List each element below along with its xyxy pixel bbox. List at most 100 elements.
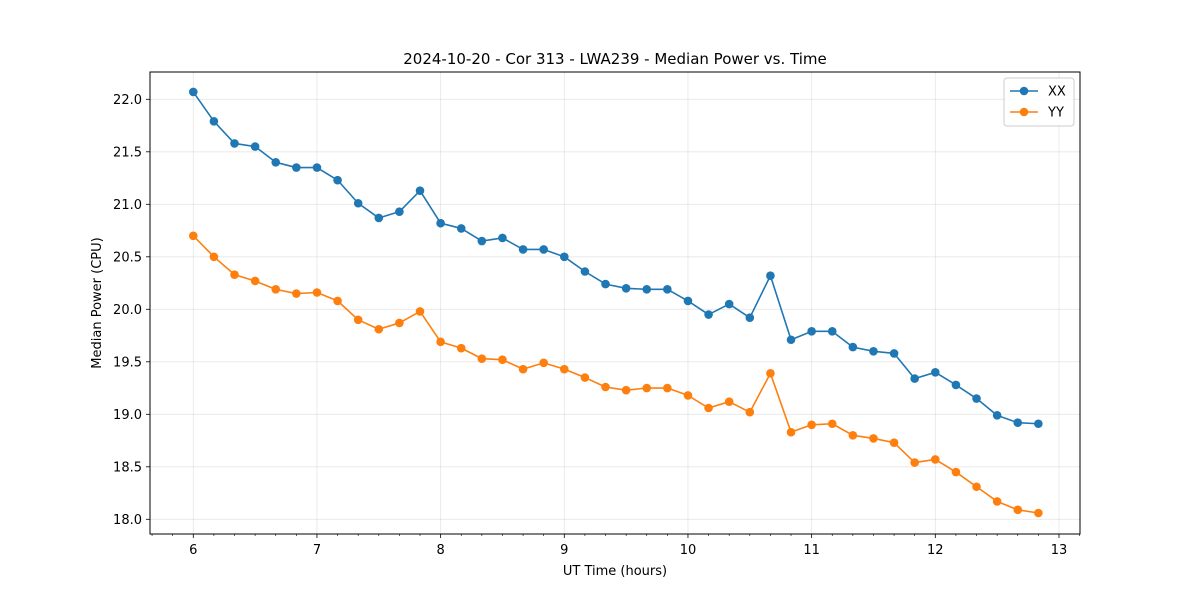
data-point-xx <box>766 271 775 281</box>
x-tick-label: 7 <box>313 543 321 558</box>
data-point-yy <box>230 270 239 279</box>
data-point-yy <box>869 434 878 443</box>
data-point-yy <box>333 296 342 306</box>
data-point-yy <box>601 382 610 392</box>
data-point-yy <box>498 355 507 365</box>
data-point-xx <box>271 158 281 167</box>
data-point-yy <box>539 358 548 368</box>
series-xx <box>188 87 1043 429</box>
data-point-xx <box>951 380 961 390</box>
y-tick-label: 19.5 <box>113 355 142 370</box>
data-point-xx <box>1013 418 1023 428</box>
data-point-yy <box>848 431 858 440</box>
data-point-yy <box>395 318 404 328</box>
data-point-yy <box>292 289 301 298</box>
legend-label-xx: XX <box>1048 85 1066 100</box>
data-point-xx <box>621 284 631 293</box>
data-point-xx <box>188 87 198 97</box>
grid-layer <box>150 72 1080 534</box>
data-point-yy <box>663 383 672 393</box>
data-point-xx <box>683 296 693 306</box>
data-point-xx <box>353 198 363 208</box>
data-point-xx <box>663 285 672 294</box>
series-layer <box>188 87 1043 518</box>
data-point-xx <box>415 186 425 195</box>
x-tick-label: 13 <box>1051 543 1068 558</box>
data-point-xx <box>477 236 487 246</box>
data-point-xx <box>209 117 219 126</box>
series-yy <box>188 231 1043 518</box>
data-point-xx <box>498 233 507 243</box>
data-point-yy <box>889 438 899 447</box>
data-point-yy <box>951 467 961 477</box>
legend-marker-xx <box>1019 86 1029 96</box>
data-point-yy <box>374 324 384 334</box>
x-tick-label: 6 <box>189 543 197 558</box>
data-point-yy <box>456 343 466 353</box>
x-tick-label: 10 <box>680 543 697 558</box>
data-point-xx <box>869 347 878 356</box>
data-point-yy <box>518 364 528 374</box>
data-point-xx <box>395 207 404 216</box>
data-point-yy <box>972 482 981 492</box>
y-tick-label: 20.5 <box>113 250 142 265</box>
x-axis-label: UT Time (hours) <box>563 564 667 579</box>
axis-ticks: 6 7 8 9 10 11 12 13 18.0 18.5 19.0 19.5 20.0 20.5 21.0… <box>113 93 1080 558</box>
data-point-yy <box>992 497 1002 506</box>
data-point-yy <box>745 407 755 417</box>
data-point-xx <box>807 327 816 336</box>
plot-area-frame <box>149 71 1081 535</box>
x-tick-label: 12 <box>927 543 944 558</box>
data-point-yy <box>704 403 713 413</box>
data-point-xx <box>333 175 342 185</box>
chart-title: 2024-10-20 - Cor 313 - LWA239 - Median P… <box>403 50 827 68</box>
data-point-yy <box>827 419 837 429</box>
data-point-xx <box>539 245 548 254</box>
data-point-xx <box>704 310 713 319</box>
data-point-xx <box>642 285 652 294</box>
data-point-xx <box>518 245 528 254</box>
data-point-xx <box>745 313 755 323</box>
data-point-yy <box>683 391 693 400</box>
data-point-yy <box>312 288 322 297</box>
data-point-yy <box>580 373 590 382</box>
data-point-yy <box>188 231 198 241</box>
data-point-yy <box>353 315 363 325</box>
data-point-yy <box>477 354 487 363</box>
data-point-xx <box>250 142 260 151</box>
data-point-yy <box>271 285 281 294</box>
data-point-xx <box>889 349 899 358</box>
data-point-xx <box>292 163 301 172</box>
data-point-xx <box>931 368 940 377</box>
data-point-xx <box>456 224 466 233</box>
data-point-xx <box>374 213 384 223</box>
data-point-yy <box>642 383 652 393</box>
y-tick-label: 22.0 <box>113 93 142 108</box>
legend-marker-yy <box>1019 107 1029 117</box>
data-point-xx <box>1034 419 1043 429</box>
data-point-yy <box>559 364 569 374</box>
data-point-yy <box>910 458 919 467</box>
x-tick-label: 9 <box>560 543 568 558</box>
data-point-yy <box>1034 508 1043 518</box>
data-point-xx <box>848 342 858 352</box>
data-point-xx <box>230 139 239 148</box>
data-point-xx <box>786 335 796 345</box>
data-point-xx <box>992 411 1002 420</box>
data-point-yy <box>415 307 425 316</box>
x-tick-label: 11 <box>803 543 820 558</box>
y-tick-label: 19.0 <box>113 408 142 423</box>
data-point-xx <box>312 163 322 172</box>
data-point-xx <box>436 218 445 228</box>
data-point-xx <box>724 299 734 309</box>
data-point-yy <box>250 276 260 286</box>
x-tick-label: 8 <box>436 543 444 558</box>
data-point-xx <box>972 394 981 403</box>
data-point-yy <box>786 427 796 437</box>
y-tick-label: 20.0 <box>113 303 142 318</box>
data-point-yy <box>931 455 940 464</box>
data-point-yy <box>436 337 445 347</box>
y-tick-label: 21.5 <box>113 145 142 160</box>
